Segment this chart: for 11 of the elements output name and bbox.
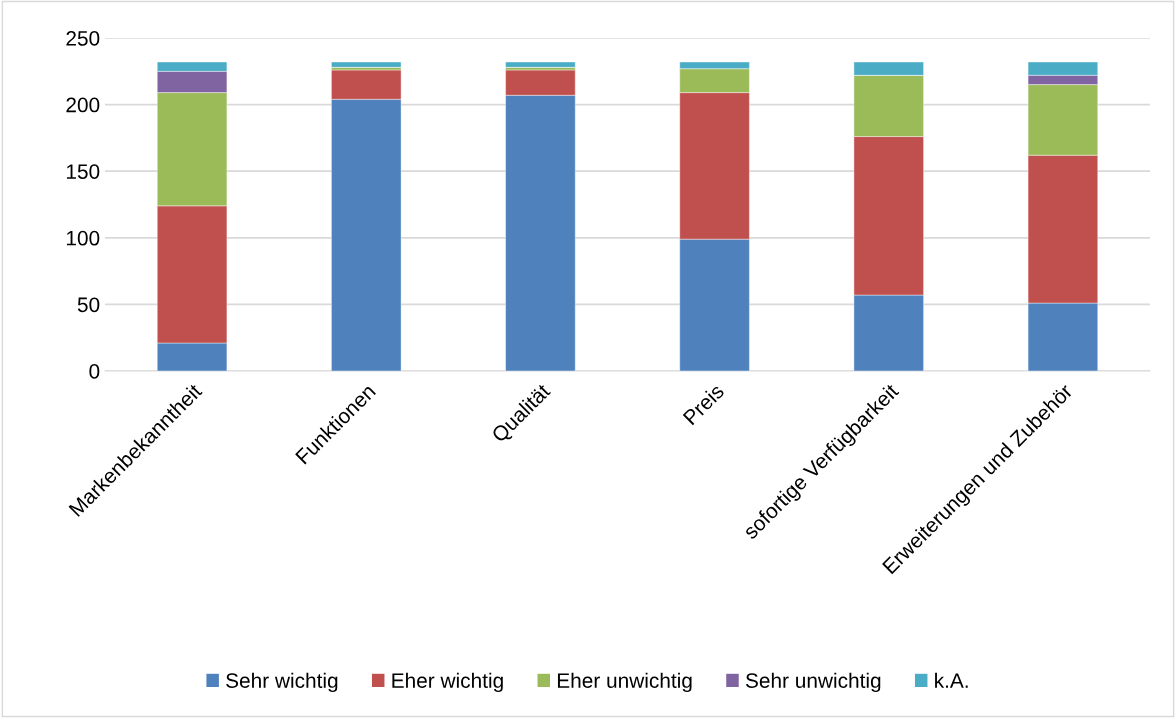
legend-label: Eher wichtig [392, 672, 503, 693]
y-tick-label: 50 [77, 297, 100, 313]
y-tick-label: 100 [66, 230, 100, 246]
y-tick-label: 250 [66, 31, 100, 46]
legend-label: Eher unwichtig [557, 672, 692, 693]
legend-label: k.A. [935, 672, 968, 688]
y-tick-label: 0 [89, 364, 100, 379]
y-tick-label: 200 [66, 97, 100, 113]
legend-label: Sehr wichtig [226, 672, 338, 693]
legend-label: Sehr unwichtig [745, 672, 881, 693]
y-tick-label: 150 [66, 164, 100, 179]
